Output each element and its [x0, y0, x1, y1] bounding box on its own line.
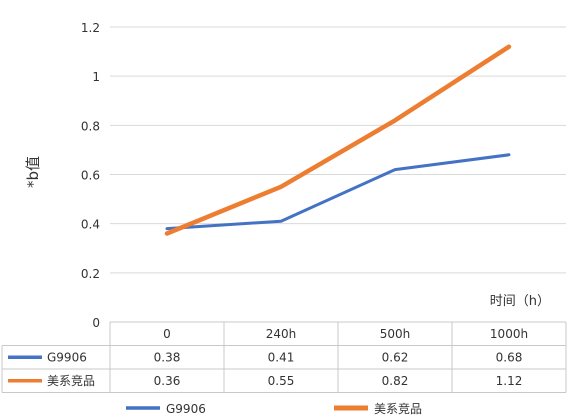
table-cell-value: 0.38: [154, 351, 181, 365]
gridlines: [110, 26, 566, 274]
table-series-name: G9906: [47, 351, 87, 365]
table-series-name: 美系竞品: [47, 374, 95, 388]
y-tick-label: 0: [92, 316, 100, 330]
y-tick-label: 0.8: [81, 119, 100, 133]
legend-label: G9906: [166, 402, 206, 416]
table-cell-value: 1.12: [496, 374, 523, 388]
y-axis-label: *b值: [24, 156, 42, 188]
x-tick-label: 500h: [380, 327, 411, 341]
table-cell-value: 0.41: [268, 351, 295, 365]
y-tick-labels: 0 0.2 0.4 0.6 0.8 1 1.2: [81, 21, 100, 330]
series-lines: [164, 44, 512, 236]
y-tick-label: 0.2: [81, 267, 100, 281]
y-tick-label: 1: [92, 70, 100, 84]
table-cell-value: 0.62: [382, 351, 409, 365]
y-tick-label: 0.6: [81, 169, 100, 183]
x-tick-label: 0: [163, 327, 171, 341]
legend: G9906 美系竞品: [126, 402, 422, 416]
x-axis-label: 时间（h）: [490, 294, 550, 309]
table-cell-value: 0.36: [154, 374, 181, 388]
series-line: [165, 153, 511, 231]
table-cell-value: 0.68: [496, 351, 523, 365]
x-tick-label: 1000h: [490, 327, 528, 341]
legend-label: 美系竞品: [374, 402, 422, 416]
y-tick-label: 1.2: [81, 21, 100, 35]
x-tick-label: 240h: [266, 327, 297, 341]
table-cell-value: 0.55: [268, 374, 295, 388]
series-line: [164, 44, 512, 236]
y-tick-label: 0.4: [81, 218, 100, 232]
table-cell-value: 0.82: [382, 374, 409, 388]
data-table: 0 240h 500h 1000h G9906 0.38 0.41 0.62 0.68 美系竞品 0…: [1, 321, 567, 393]
